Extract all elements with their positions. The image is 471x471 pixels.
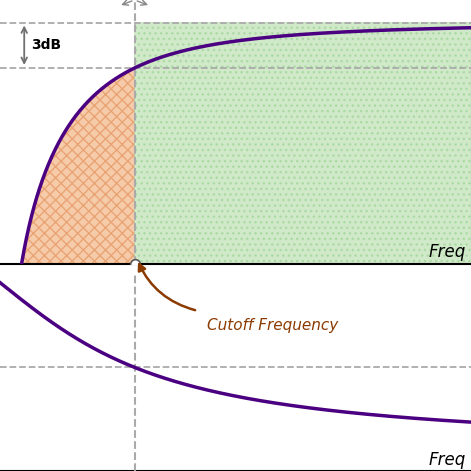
- Text: Freq: Freq: [429, 451, 466, 469]
- Text: Freq: Freq: [429, 243, 466, 261]
- Text: 3dB: 3dB: [31, 38, 61, 52]
- Text: Cutoff Frequency: Cutoff Frequency: [207, 318, 339, 333]
